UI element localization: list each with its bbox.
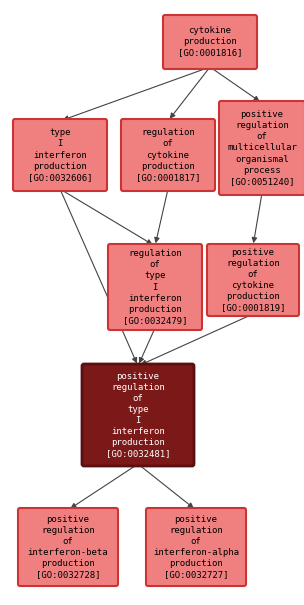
Text: type
I
interferon
production
[GO:0032606]: type I interferon production [GO:0032606… bbox=[28, 128, 92, 182]
Text: regulation
of
type
I
interferon
production
[GO:0032479]: regulation of type I interferon producti… bbox=[123, 249, 187, 325]
FancyBboxPatch shape bbox=[163, 15, 257, 69]
FancyBboxPatch shape bbox=[108, 244, 202, 330]
Text: positive
regulation
of
type
I
interferon
production
[GO:0032481]: positive regulation of type I interferon… bbox=[106, 371, 170, 459]
Text: positive
regulation
of
interferon-alpha
production
[GO:0032727]: positive regulation of interferon-alpha … bbox=[153, 515, 239, 579]
FancyBboxPatch shape bbox=[146, 508, 246, 586]
FancyBboxPatch shape bbox=[219, 101, 304, 195]
FancyBboxPatch shape bbox=[207, 244, 299, 316]
FancyBboxPatch shape bbox=[13, 119, 107, 191]
Text: positive
regulation
of
cytokine
production
[GO:0001819]: positive regulation of cytokine producti… bbox=[221, 248, 285, 312]
Text: cytokine
production
[GO:0001816]: cytokine production [GO:0001816] bbox=[178, 27, 242, 57]
FancyBboxPatch shape bbox=[121, 119, 215, 191]
FancyBboxPatch shape bbox=[82, 364, 194, 466]
Text: regulation
of
cytokine
production
[GO:0001817]: regulation of cytokine production [GO:00… bbox=[136, 128, 200, 182]
FancyBboxPatch shape bbox=[18, 508, 118, 586]
Text: positive
regulation
of
interferon-beta
production
[GO:0032728]: positive regulation of interferon-beta p… bbox=[28, 515, 108, 579]
Text: positive
regulation
of
multicellular
organismal
process
[GO:0051240]: positive regulation of multicellular org… bbox=[227, 110, 297, 186]
